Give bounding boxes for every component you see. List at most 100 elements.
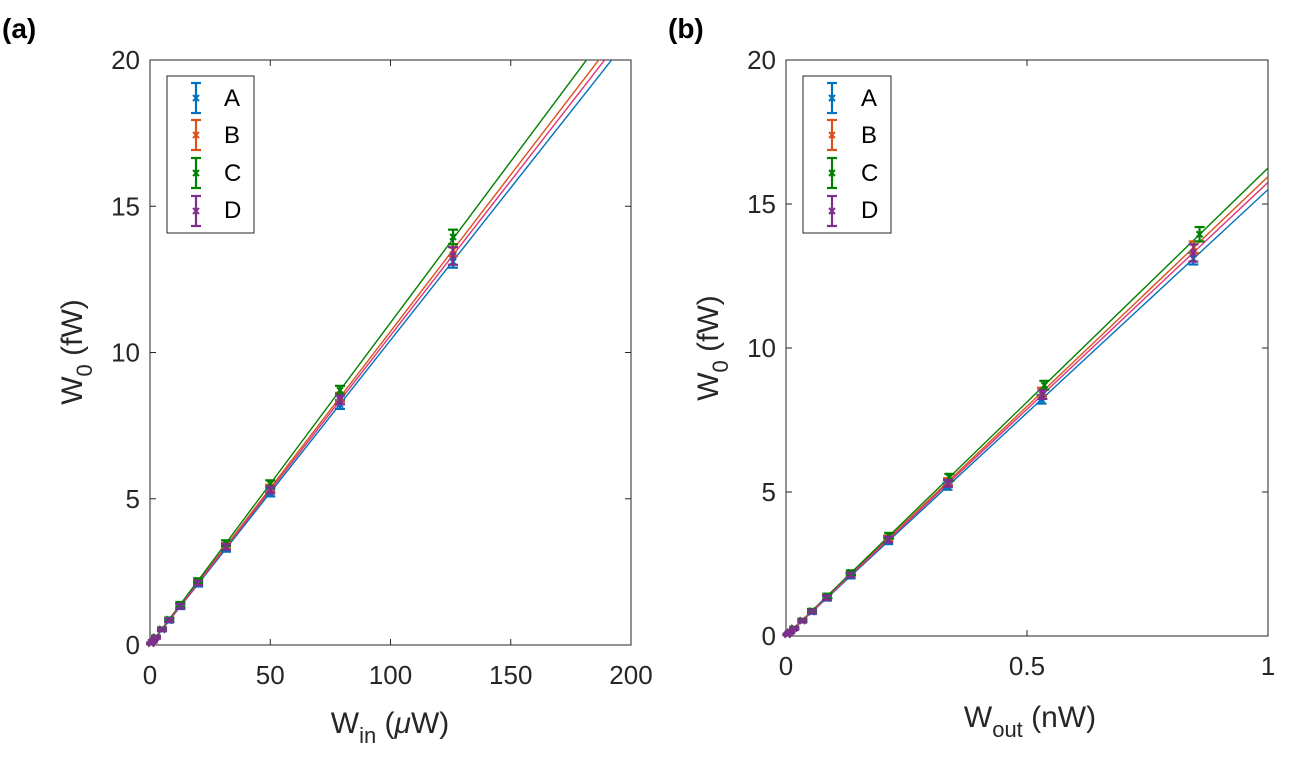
panel-b-xlabel-main: W xyxy=(964,701,993,734)
panel-a-legend-marker-b xyxy=(191,118,201,152)
panel-a-xlabel-main: W xyxy=(331,707,360,740)
panel-b-label: (b) xyxy=(668,13,704,44)
panel-b-ytick-label-1: 5 xyxy=(762,477,776,507)
panel-b-point-d-4-marker xyxy=(808,607,816,616)
panel-b-point-d-8-marker xyxy=(944,479,952,488)
panel-a-legend-marker-b-marker xyxy=(192,131,200,139)
panel-a-point-c-9-marker xyxy=(336,386,344,394)
panel-a-xtick-label-4: 200 xyxy=(609,660,652,690)
panel-a-point-d-1 xyxy=(147,637,158,645)
panel-a-point-c-10-marker xyxy=(449,233,457,241)
panel-a-xlabel-unit-pre: ( xyxy=(376,707,394,740)
panel-b-point-c-10-marker xyxy=(1195,230,1204,238)
panel-a-ytick-label-2: 10 xyxy=(111,338,140,368)
panel-a-ylabel-unit: (fW) xyxy=(56,299,89,364)
panel-b-point-d-10 xyxy=(1188,243,1199,263)
panel-a-ylabel-sub: 0 xyxy=(72,364,97,376)
panel-b-xtick-label-0: 0 xyxy=(779,651,793,681)
panel-a-point-d-2 xyxy=(151,633,162,642)
panel-b-ytick-label-2: 10 xyxy=(747,333,776,363)
panel-a-legend-label-d: D xyxy=(224,197,241,224)
panel-b-legend-marker-b-marker xyxy=(828,131,836,139)
panel-a-legend-entry-d: D xyxy=(224,197,241,224)
panel-b-ylabel-sub: 0 xyxy=(708,360,733,372)
panel-a-ytick-label-0: 0 xyxy=(126,630,140,660)
panel-a-xlabel-mu: μ xyxy=(394,707,411,740)
panel-b-point-d-7-marker xyxy=(884,535,892,544)
panel-a-point-d-10 xyxy=(448,246,459,266)
panel-a-xtick-label-2: 100 xyxy=(369,660,412,690)
panel-b-point-c-9-marker xyxy=(1040,381,1049,389)
panel-a-point-d-9-marker xyxy=(336,396,344,404)
panel-b-legend-marker-a xyxy=(827,81,837,115)
panel-b-point-d-2-marker xyxy=(790,624,798,633)
panel-b-fit-line-a xyxy=(786,189,1268,636)
panel-a-point-d-5-marker xyxy=(176,602,185,610)
panel-a-xtick-label-3: 150 xyxy=(489,660,532,690)
panel-a-point-d-8 xyxy=(265,485,276,495)
panel-a-point-d-8-marker xyxy=(266,486,274,494)
panel-b-legend-marker-b xyxy=(827,118,837,152)
panel-b-ytick-label-4: 20 xyxy=(747,45,776,75)
panel-a-legend-marker-d xyxy=(191,194,201,228)
panel-b-fit-line-d xyxy=(786,181,1268,636)
panel-b-fit-lines xyxy=(786,167,1268,636)
panel-a-point-d-5 xyxy=(175,602,186,610)
panel-b-legend: A B C D xyxy=(802,75,892,234)
panel-b-legend-entry-b: B xyxy=(861,122,877,149)
panel-b-legend-marker-d-marker xyxy=(828,207,836,215)
panel-a-legend-label-a: A xyxy=(224,85,240,112)
panel-b-point-d-4 xyxy=(807,607,818,616)
panel-b-point-d-10-marker xyxy=(1189,249,1197,257)
panel-a-fit-line-c xyxy=(150,60,588,645)
panel-a-point-d-10-marker xyxy=(449,252,457,260)
panel-b-point-d-2 xyxy=(789,624,800,633)
panel-b-legend-entry-c: C xyxy=(861,160,878,187)
panel-b-legend-box xyxy=(802,75,892,234)
panel-b-ytick-label-3: 15 xyxy=(747,189,776,219)
panel-b-xtick-label-2: 1 xyxy=(1261,651,1275,681)
panel-a-legend-entry-c: C xyxy=(224,160,241,187)
panel-a-xlabel-sub: in xyxy=(359,723,376,748)
panel-a-point-d-6 xyxy=(193,579,204,587)
panel-a-legend-label-b: B xyxy=(224,122,240,149)
panel-b-point-d-3 xyxy=(797,617,808,625)
panel-a-point-d-2-marker xyxy=(152,633,160,642)
panel-b-legend-label-b: B xyxy=(861,122,877,149)
panel-b-ylabel-unit: (fW) xyxy=(692,295,725,360)
panel-b-point-d-7 xyxy=(883,535,894,544)
panel-b-points xyxy=(782,225,1205,639)
panel-b-ylabel-main: W xyxy=(692,372,725,401)
panel-b-legend-marker-a-marker xyxy=(828,94,836,102)
panel-b-legend-label-c: C xyxy=(861,160,878,187)
panel-b-point-d-1 xyxy=(784,628,795,636)
panel-a-legend-marker-c-marker xyxy=(192,169,200,177)
panel-a-legend-entry-a: A xyxy=(224,85,240,112)
panel-b-legend-label-a: A xyxy=(861,85,877,112)
panel-b-legend-entry-a: A xyxy=(861,85,877,112)
panel-a-ytick-label-4: 20 xyxy=(111,45,140,75)
panel-a-point-c-10 xyxy=(448,228,459,246)
panel-a-ylabel-main: W xyxy=(56,376,89,405)
panel-b-fit-line-c xyxy=(786,167,1268,636)
panel-b-legend-marker-c xyxy=(827,156,837,190)
panel-a-xlabel-unit-post: W) xyxy=(411,707,449,740)
panel-b-point-d-3-marker xyxy=(798,617,807,625)
panel-a-points xyxy=(146,228,459,648)
panel-a-xtick-label-0: 0 xyxy=(143,660,157,690)
panel-a-legend-box xyxy=(166,75,255,234)
panel-a-xtick-label-1: 50 xyxy=(256,660,285,690)
panel-a-point-d-3 xyxy=(157,625,168,634)
panel-b-y-axis-label: W0 (fW) xyxy=(692,295,733,401)
panel-a-point-d-7-marker xyxy=(222,543,230,551)
panel-b-legend-marker-c-marker xyxy=(828,169,836,177)
panel-a-legend-marker-a-marker xyxy=(192,94,200,102)
panel-a-point-d-4-marker xyxy=(165,616,173,624)
panel-a-x-axis-label: Win (μW) xyxy=(331,707,450,748)
panel-b-point-d-8 xyxy=(942,478,953,488)
panel-b-legend-label-d: D xyxy=(861,197,878,224)
